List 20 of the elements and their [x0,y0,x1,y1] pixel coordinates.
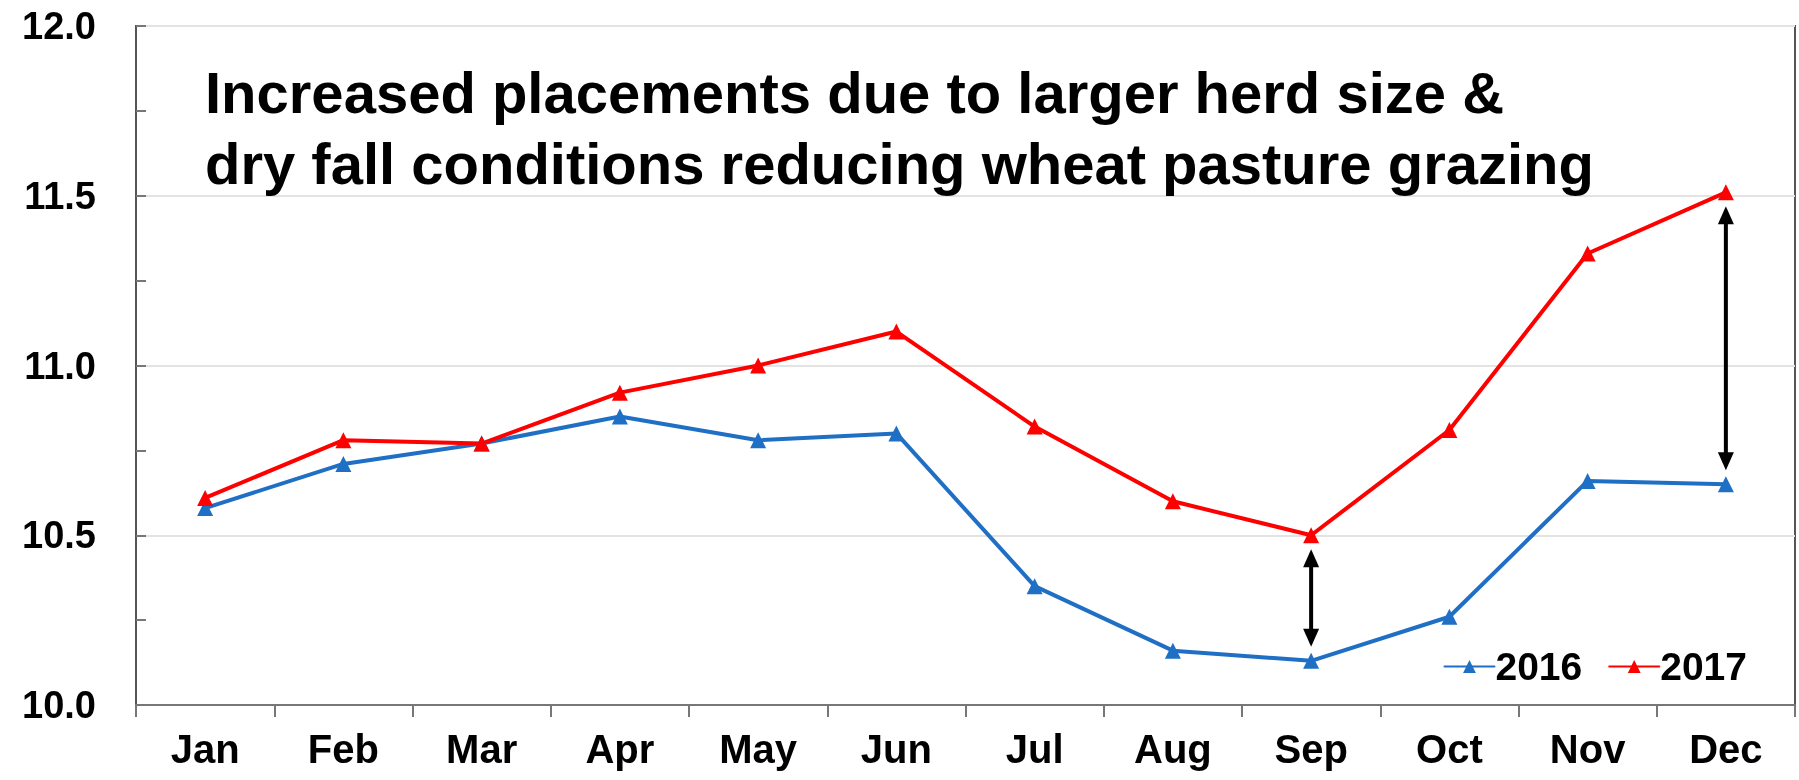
x-tick-label: Dec [1689,727,1763,771]
x-tick-label: Nov [1549,727,1627,771]
y-tick-label: 12.0 [22,5,96,47]
x-tick-label: Jul [1005,727,1064,771]
x-tick-label: Jun [860,727,932,771]
x-tick-label: Jan [170,727,240,771]
x-tick-label: May [719,727,798,771]
text: Increased placements due to larger herd size & dry fall conditions reducing wheat pasture grazing [205,60,1594,196]
x-tick-label: Oct [1416,727,1483,771]
y-tick-label: 10.0 [22,684,96,726]
x-tick-label: Mar [446,727,518,771]
x-tick-label: Sep [1274,727,1348,771]
y-tick-label: 11.5 [24,174,96,217]
x-tick-label: Aug [1133,727,1212,771]
legend-label: 2016 [1495,645,1583,688]
x-tick-label: Apr [585,727,655,771]
legend-label: 2017 [1660,645,1748,688]
y-tick-label: 11.0 [24,344,96,387]
x-tick-label: Feb [307,727,379,771]
y-tick-label: 10.5 [22,514,96,557]
